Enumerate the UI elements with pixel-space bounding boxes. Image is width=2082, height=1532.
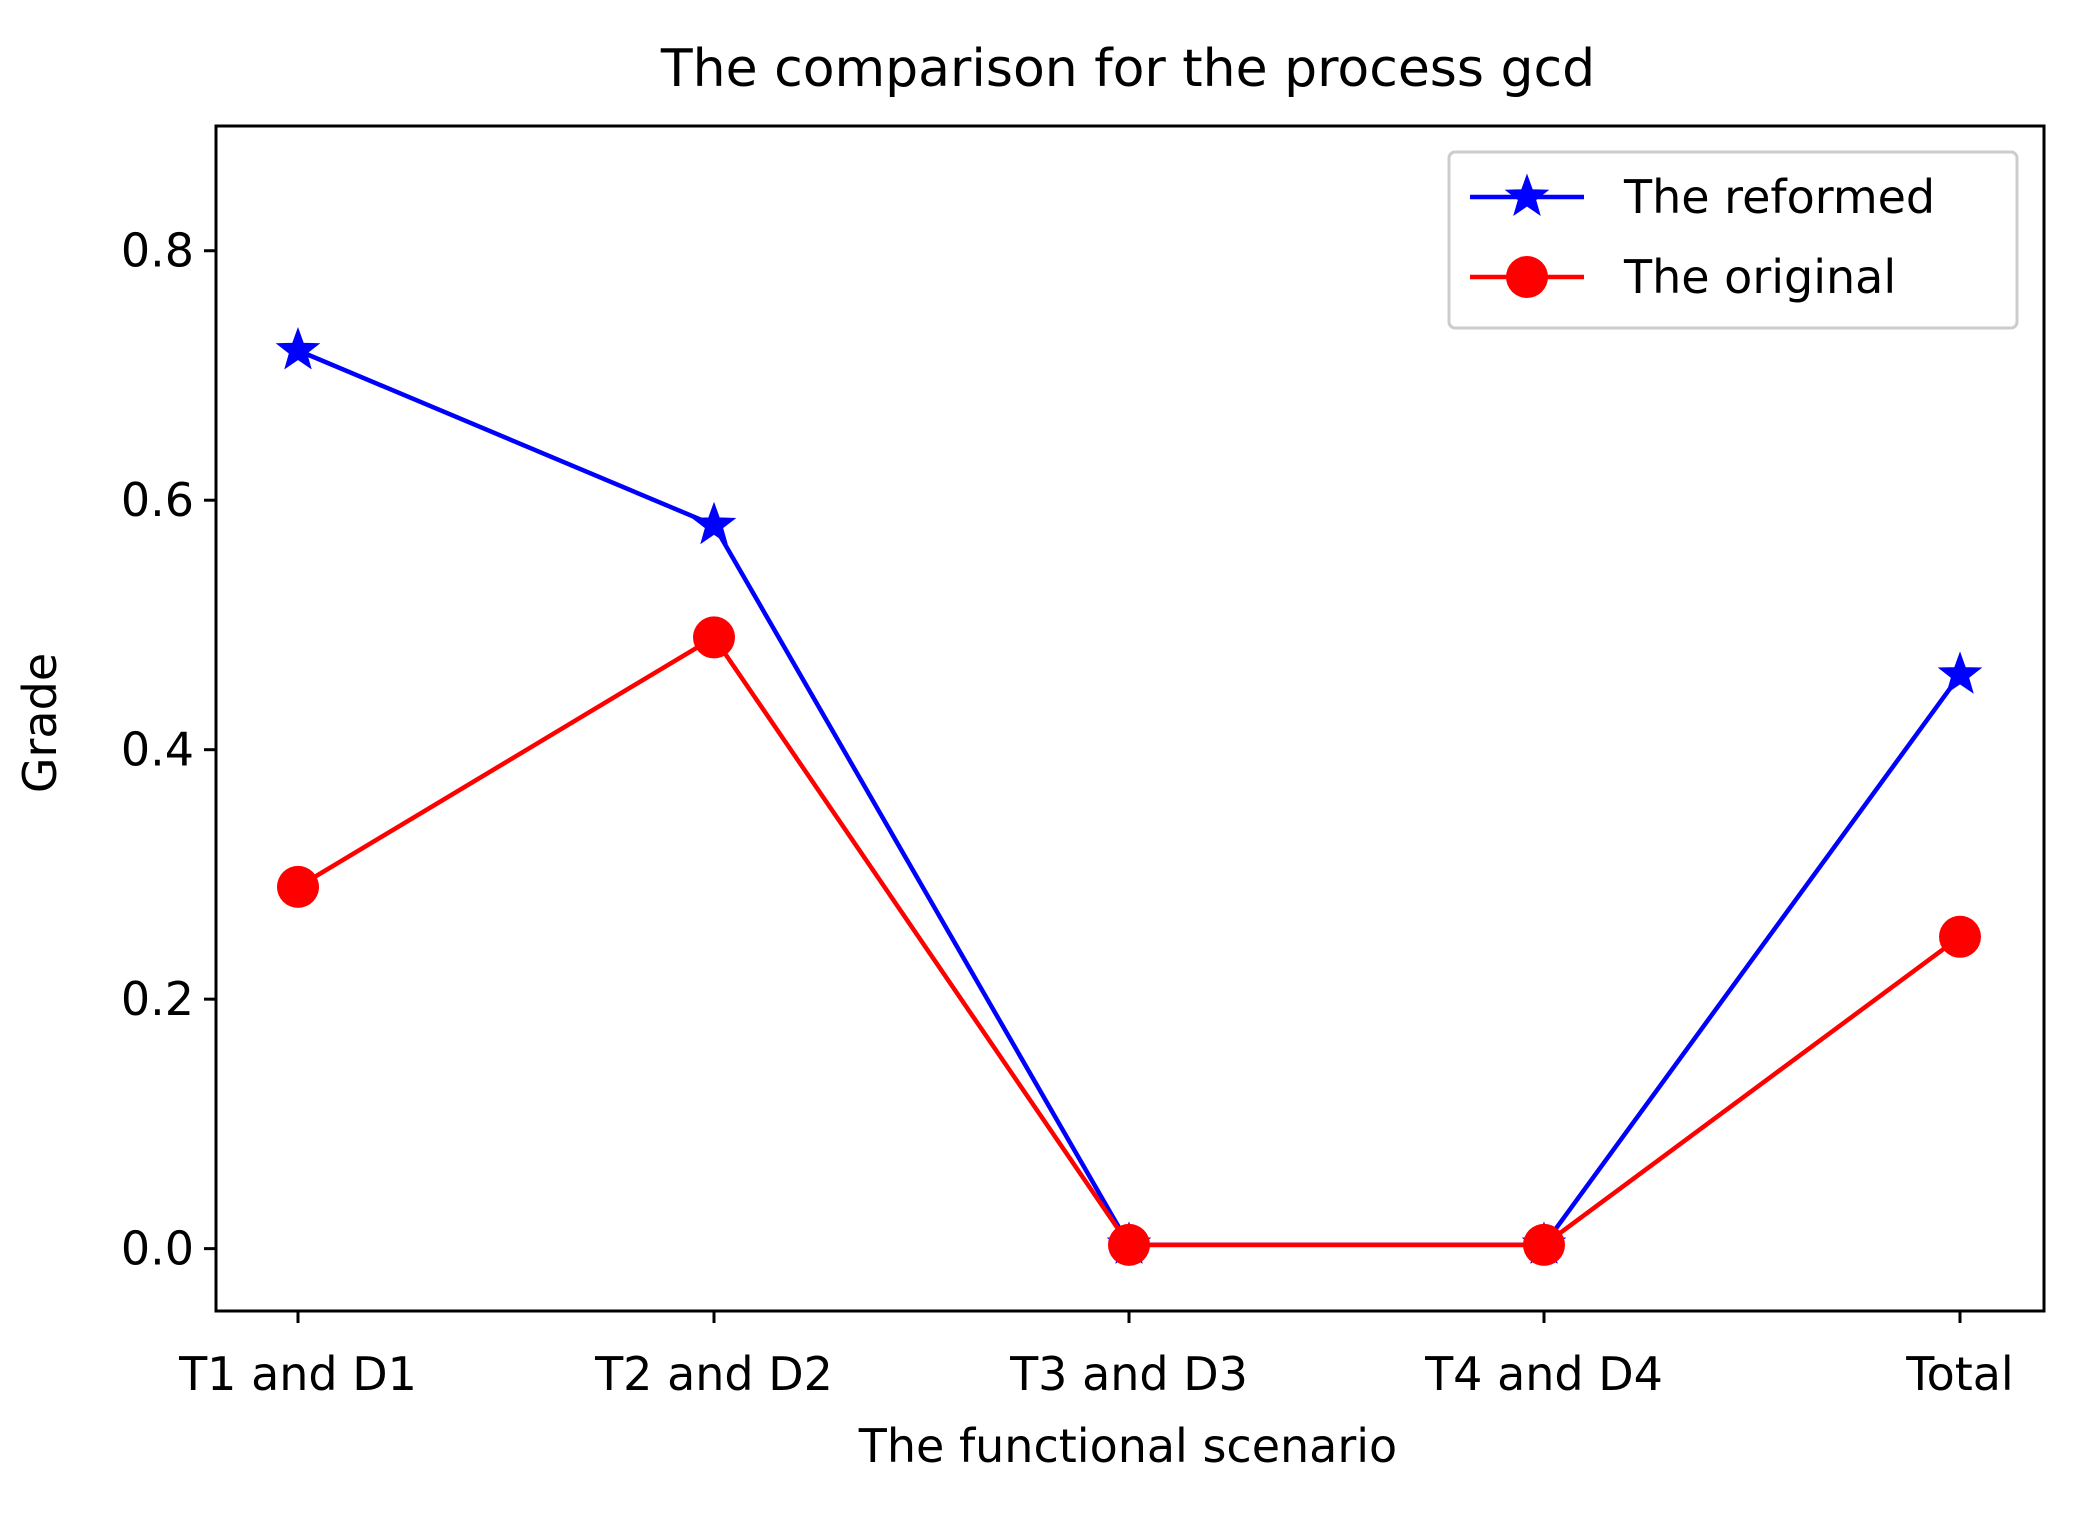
y-tick-label: 0.2 [121,972,194,1026]
plot-frame [214,124,2046,1313]
y-axis-label: Grade [13,653,67,793]
y-tick-label: 0.8 [121,224,194,278]
legend-label-2: The original [1623,250,1896,304]
series-2-point [693,616,735,659]
y-tick-label: 0.0 [121,1222,194,1276]
x-tick-label: T4 and D4 [1424,1347,1663,1401]
legend: The reformed The original [1447,150,2019,330]
legend-box [1447,150,2019,330]
series-line-2 [296,635,1962,1248]
series-2-point [277,865,319,908]
x-tick-label: T2 and D2 [594,1347,833,1401]
plot-area: 0.0 0.2 0.4 0.6 0.8 T1 and D1 T2 and D2 T3 and … [121,224,2014,1401]
series-2-point [1939,915,1981,958]
legend-marker-2 [1506,256,1548,298]
series-line-1 [297,348,1962,1248]
y-tick-label: 0.6 [121,473,194,527]
legend-marker-1 [1504,173,1550,216]
x-tick-label: Total [1905,1347,2013,1401]
series-2-point [1523,1223,1565,1266]
series-1-point [275,327,321,370]
x-tick-label: T3 and D3 [1009,1347,1248,1401]
series-1-point [691,501,737,545]
chart-title: The comparison for the process gcd [660,39,1595,99]
legend-label-1: The reformed [1623,170,1935,224]
y-tick-label: 0.4 [121,723,194,777]
series-2-point [1108,1223,1150,1266]
x-tick-label: T1 and D1 [178,1347,417,1401]
x-axis-label: The functional scenario [858,1419,1397,1473]
series-1-point [1937,651,1983,694]
